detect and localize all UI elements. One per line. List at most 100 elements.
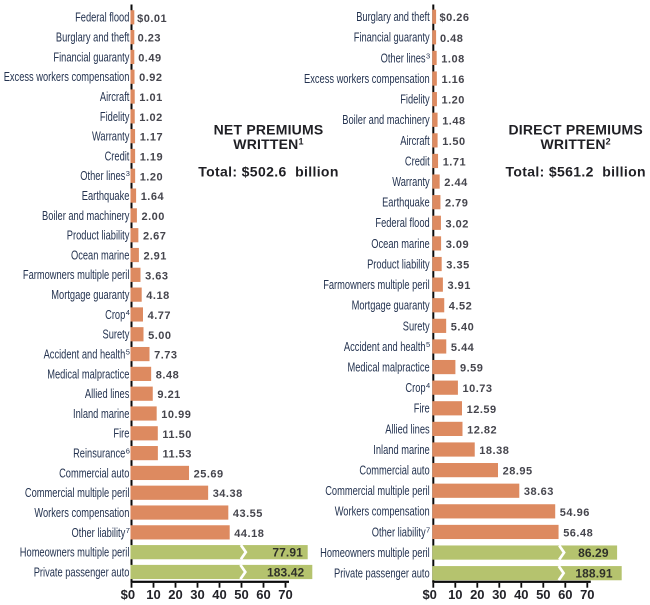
svg-text:Product liability: Product liability [67,228,130,243]
svg-text:Private passenger auto: Private passenger auto [34,564,130,579]
svg-text:0.49: 0.49 [138,52,161,64]
svg-text:20: 20 [470,587,484,602]
svg-text:188.91: 188.91 [575,566,613,580]
svg-text:Fidelity: Fidelity [400,92,430,107]
svg-text:Workers compensation: Workers compensation [34,505,129,520]
svg-text:1.71: 1.71 [443,156,466,168]
svg-text:Boiler and machinery: Boiler and machinery [342,112,430,127]
svg-text:Burglary and theft: Burglary and theft [356,9,430,24]
svg-text:1.16: 1.16 [442,74,465,86]
svg-text:25.69: 25.69 [194,468,224,480]
svg-text:Warranty: Warranty [392,174,430,189]
svg-text:2.44: 2.44 [444,177,468,189]
svg-text:Ocean marine: Ocean marine [371,236,429,251]
svg-text:Medical malpractice: Medical malpractice [348,359,430,374]
svg-text:7: 7 [426,525,430,534]
svg-text:Federal flood: Federal flood [75,10,129,25]
svg-text:10.99: 10.99 [161,409,191,421]
svg-text:20: 20 [168,587,182,602]
svg-text:NET PREMIUMS: NET PREMIUMS [214,122,324,138]
svg-text:77.91: 77.91 [272,545,303,559]
svg-text:3.09: 3.09 [446,239,469,251]
svg-text:Other lines: Other lines [381,50,426,65]
svg-text:2.91: 2.91 [144,251,167,263]
svg-text:5.00: 5.00 [148,330,171,342]
svg-text:30: 30 [492,587,506,602]
svg-text:50: 50 [234,587,248,602]
svg-text:Burglary and theft: Burglary and theft [56,30,130,45]
svg-text:Other lines: Other lines [80,168,125,183]
svg-text:Commercial auto: Commercial auto [59,465,129,480]
svg-text:Homeowners multiple peril: Homeowners multiple peril [20,545,130,560]
svg-text:40: 40 [514,587,528,602]
svg-text:DIRECT PREMIUMS: DIRECT PREMIUMS [508,122,642,138]
svg-text:Total: $561.2 billion: Total: $561.2 billion [505,164,645,180]
svg-text:43.55: 43.55 [233,508,263,520]
svg-text:Earthquake: Earthquake [382,195,430,210]
svg-text:Other liability: Other liability [372,524,426,539]
svg-text:9.59: 9.59 [460,363,483,375]
svg-text:1.48: 1.48 [442,115,465,127]
svg-text:3.02: 3.02 [446,218,469,230]
svg-text:10.73: 10.73 [463,383,493,395]
svg-text:18.38: 18.38 [479,445,509,457]
svg-text:Mortgage guaranty: Mortgage guaranty [352,298,430,313]
svg-text:Credit: Credit [105,148,130,163]
svg-text:Aircraft: Aircraft [400,133,430,148]
svg-text:Federal flood: Federal flood [375,215,429,230]
svg-text:4.18: 4.18 [146,290,169,302]
svg-text:4: 4 [126,308,130,317]
svg-text:Homeowners multiple peril: Homeowners multiple peril [320,545,430,560]
svg-text:12.59: 12.59 [467,404,497,416]
svg-text:3: 3 [126,169,130,178]
svg-text:Financial guaranty: Financial guaranty [354,30,430,45]
svg-text:0.48: 0.48 [440,33,463,45]
svg-text:5.44: 5.44 [451,342,475,354]
svg-text:Crop: Crop [105,307,125,322]
svg-text:Aircraft: Aircraft [100,89,130,104]
svg-text:7: 7 [126,526,130,535]
svg-text:2.67: 2.67 [143,231,166,243]
svg-text:5.40: 5.40 [451,321,474,333]
svg-text:Ocean marine: Ocean marine [71,247,129,262]
svg-text:1.19: 1.19 [140,151,163,163]
svg-text:Product liability: Product liability [367,256,430,271]
svg-text:Reinsurance: Reinsurance [73,446,125,461]
svg-text:1.17: 1.17 [140,132,163,144]
svg-text:4.77: 4.77 [148,310,171,322]
svg-text:4: 4 [426,381,430,390]
svg-text:Fire: Fire [414,401,430,416]
svg-text:Allied lines: Allied lines [385,421,430,436]
svg-text:Commercial multiple peril: Commercial multiple peril [25,485,130,500]
svg-text:70: 70 [278,587,292,602]
svg-text:6: 6 [126,447,130,456]
svg-text:Fire: Fire [113,426,129,441]
svg-text:$0.01: $0.01 [137,13,167,25]
svg-text:Commercial auto: Commercial auto [359,463,429,478]
svg-text:0.23: 0.23 [138,33,161,45]
svg-text:10: 10 [448,587,462,602]
svg-text:1.20: 1.20 [442,95,465,107]
svg-text:Boiler and machinery: Boiler and machinery [42,208,130,223]
svg-text:44.18: 44.18 [234,528,264,540]
svg-text:Total: $502.6 billion: Total: $502.6 billion [198,164,338,180]
svg-text:Surety: Surety [403,318,430,333]
svg-text:28.95: 28.95 [503,466,533,478]
svg-text:3.35: 3.35 [446,260,469,272]
svg-text:Warranty: Warranty [92,129,130,144]
svg-text:Excess workers compensation: Excess workers compensation [304,71,430,86]
svg-text:$0.26: $0.26 [440,12,470,24]
svg-text:54.96: 54.96 [560,507,590,519]
svg-text:50: 50 [536,587,550,602]
svg-text:Accident and health: Accident and health [44,346,126,361]
svg-text:11.53: 11.53 [163,449,192,461]
svg-text:Fidelity: Fidelity [100,109,130,124]
svg-text:Crop: Crop [405,380,425,395]
svg-text:$0: $0 [121,587,135,602]
svg-text:56.48: 56.48 [563,527,593,539]
svg-text:3.91: 3.91 [448,280,471,292]
svg-text:60: 60 [256,587,270,602]
svg-text:1.50: 1.50 [442,136,465,148]
svg-text:5: 5 [426,340,430,349]
svg-text:12.82: 12.82 [467,424,497,436]
